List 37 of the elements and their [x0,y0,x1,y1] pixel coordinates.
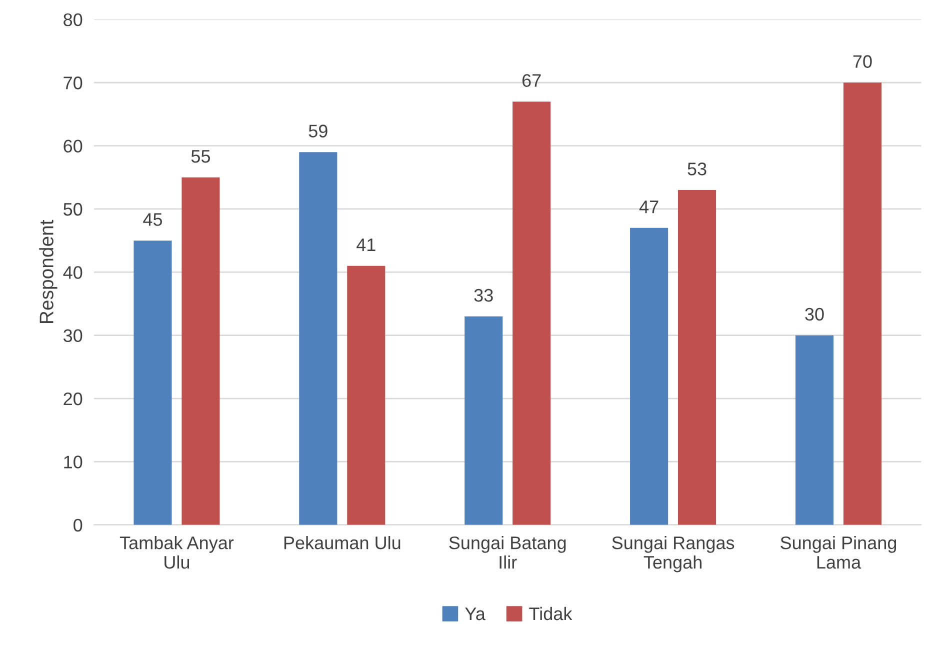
x-tick-label: Tambak Anyar Ulu [120,536,234,569]
bar [630,228,668,525]
y-tick-label: 60 [64,140,82,153]
bar [299,152,338,525]
bar [182,177,220,525]
y-tick-label: 50 [64,202,82,216]
data-label: 59 [308,124,328,138]
y-tick-label: 10 [64,456,82,468]
data-label: 55 [191,150,210,163]
y-axis-title: Respondent [39,220,58,323]
data-label: 33 [474,288,493,302]
legend-label: Tidak [529,606,572,620]
x-tick-label: Sungai Batang Ilir [449,536,566,569]
bar [347,266,386,525]
data-label: 70 [853,55,872,68]
data-label: 53 [688,162,706,176]
data-label: 67 [522,74,541,87]
y-tick-label: 30 [63,329,82,342]
bar [795,335,834,525]
y-tick-label: 20 [64,392,82,406]
y-tick-label: 40 [63,266,82,279]
data-label: 45 [143,213,162,226]
y-tick-label: 80 [64,13,82,26]
bar [134,240,172,525]
bar [464,316,503,525]
x-tick-label: Pekauman Ulu [284,536,400,550]
data-label: 47 [639,200,658,214]
x-tick-label: Sungai Rangas Tengah [612,536,734,572]
bar [678,190,716,525]
y-tick-label: 0 [74,518,82,532]
data-label: 41 [356,238,376,251]
y-tick-label: 70 [64,76,82,90]
bar [843,82,882,525]
bar [512,102,551,525]
x-tick-label: Sungai Pinang Lama [780,536,896,569]
data-label: 30 [805,308,824,321]
legend-label: Ya [465,608,486,620]
